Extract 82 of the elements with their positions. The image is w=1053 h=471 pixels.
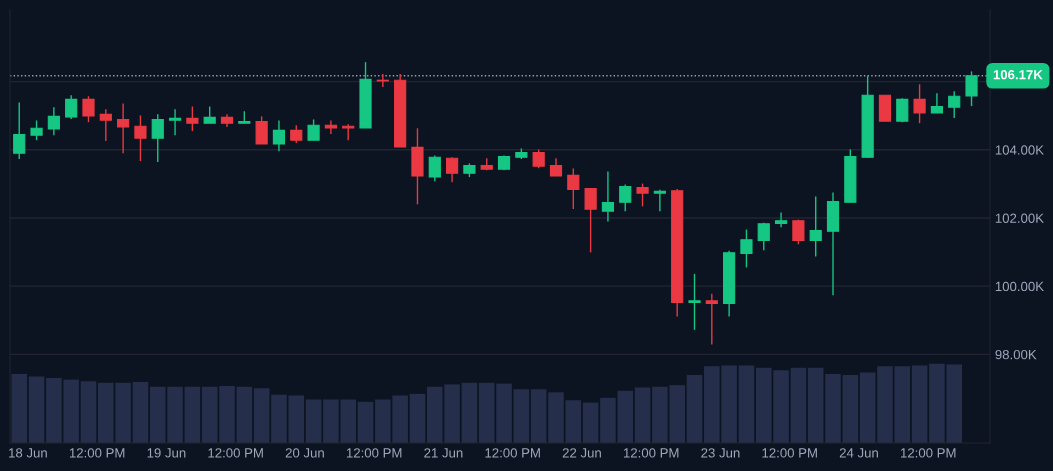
bar [548,392,564,443]
candlestick [636,182,649,208]
x-tick-label: 12:00 PM [485,448,540,458]
x-tick-label: 23 Jun [701,448,740,458]
x-tick-label: 12:00 PM [762,448,817,458]
bar [132,382,149,443]
candlestick [99,108,112,142]
bar [790,367,807,443]
candlestick [774,211,788,228]
candlestick [913,83,926,124]
bar [738,365,755,443]
candlestick [948,90,961,119]
candlestick [428,154,441,182]
bar [807,367,824,443]
bar [686,374,703,443]
bar [825,374,841,443]
bar [357,401,374,443]
x-tick-label: 24 Jun [839,448,878,458]
bar [409,393,426,443]
bar [236,386,253,443]
candlestick [930,92,943,114]
bar [842,374,859,443]
candlestick [446,156,459,183]
x-tick-label: 12:00 PM [69,448,125,458]
candlestick [584,187,597,254]
bar [253,388,270,443]
candlestick [272,119,286,152]
candlestick [65,94,78,120]
bar [530,389,547,443]
bar [201,386,218,443]
candlestick [792,218,805,245]
x-tick-label: 12:00 PM [346,448,402,458]
bar [565,400,582,443]
y-tick-label: 104.00K [995,145,1044,155]
candlestick [809,195,822,258]
candlestick [965,70,978,107]
x-tick-label: 20 Jun [285,448,324,458]
candlestick [688,273,701,331]
x-tick-label: 12:00 PM [901,448,956,458]
bar [80,381,97,443]
candlestick [653,188,666,212]
candlestick [134,114,147,162]
bar [184,386,201,443]
y-tick-label: 102.00K [995,213,1044,223]
bar [911,365,928,443]
candlestick [307,118,320,141]
candlestick [168,108,182,136]
candlestick [601,170,615,223]
candlestick [324,119,337,135]
candlestick [705,292,718,346]
candlestick [376,73,389,88]
x-tick-label: 22 Jun [562,448,601,458]
candlestick [117,102,130,154]
y-tick-label: 98.00K [995,349,1037,360]
bar [513,389,530,443]
bar [634,387,651,443]
x-tick-label: 12:00 PM [623,448,679,458]
candlestick [757,222,770,252]
candlestick [619,183,632,212]
y-tick-label: 100.00K [995,281,1044,292]
bar [461,382,478,443]
bar [28,376,45,443]
candlestick [47,106,60,136]
candlestick [255,115,268,145]
x-tick-label: 19 Jun [147,448,186,458]
bar [582,402,599,443]
x-tick-label: 18 Jun [9,448,47,458]
bar [11,374,28,443]
candlestick [186,105,199,132]
candlestick [567,167,580,210]
candlestick [532,148,545,169]
candlestick [740,228,753,269]
bar [305,399,322,443]
x-tick-label: 12:00 PM [208,448,263,458]
ref-line-label: 106.17K [993,70,1043,80]
x-tick-label: 21 Jun [424,448,463,458]
candlestick [13,101,26,160]
candlestick [30,119,43,141]
candlestick [151,113,164,163]
bar [859,372,876,443]
bar [219,385,235,443]
candlestick [82,95,95,123]
